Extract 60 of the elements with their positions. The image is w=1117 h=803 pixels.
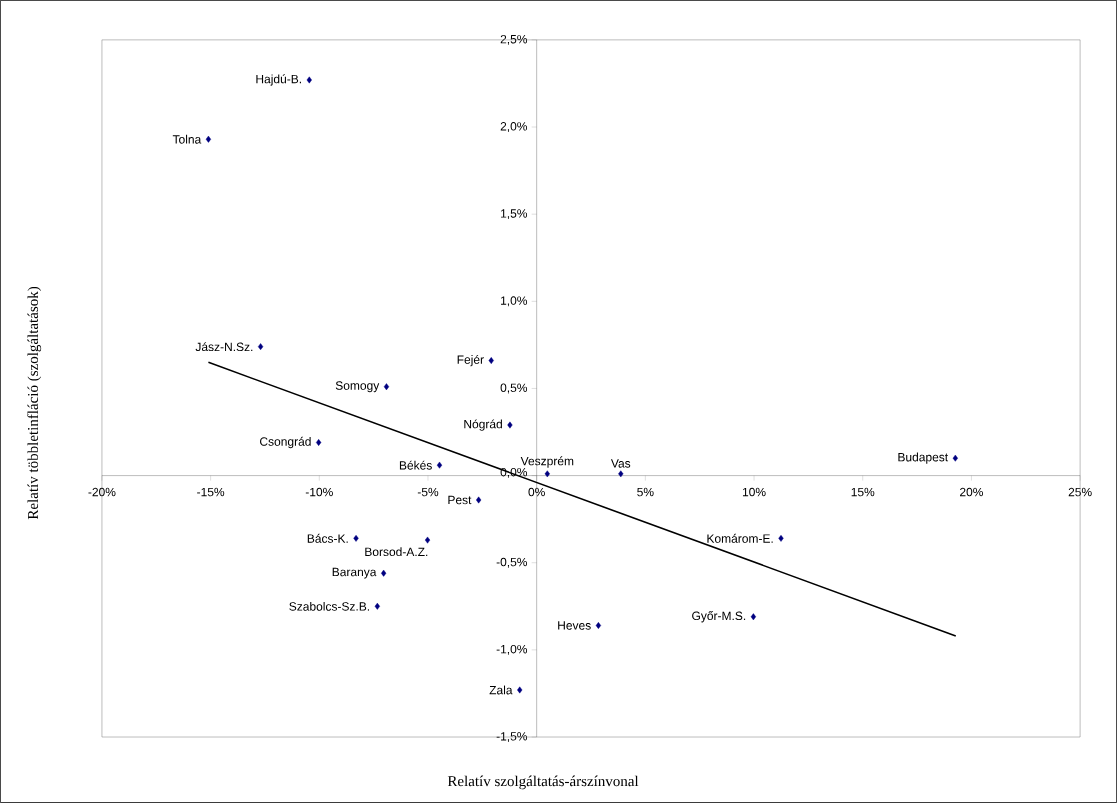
point xyxy=(750,613,756,621)
annotation: Baranya xyxy=(332,567,377,579)
annotation: Győr-M.S. xyxy=(692,611,746,623)
x-tick-label: -10% xyxy=(305,487,333,497)
annotation: Somogy xyxy=(335,381,380,393)
annotation: Zala xyxy=(489,685,513,695)
y-tick-label: 2,0% xyxy=(500,122,528,133)
x-axis-title: Relatív szolgáltatás-árszínvonal xyxy=(447,775,639,790)
x-tick-label: 25% xyxy=(1068,487,1092,497)
annotation: Budapest xyxy=(898,452,949,464)
y-axis-title: Relatív többletinfláció (szolgáltatások) xyxy=(27,286,42,520)
annotation: Csongrád xyxy=(260,436,311,449)
x-tick-label: 15% xyxy=(851,487,875,497)
annotation: Vas xyxy=(610,459,631,468)
y-tick-label: -0,5% xyxy=(496,557,528,568)
point xyxy=(381,569,387,577)
annotation: Pest xyxy=(448,495,472,505)
x-tick-label: 10% xyxy=(742,487,766,497)
annotation: Komárom-E. xyxy=(707,533,773,543)
point xyxy=(424,536,431,544)
point xyxy=(544,470,550,478)
annotation: Veszprém xyxy=(520,456,574,468)
annotation: Hajdú-B. xyxy=(256,74,301,86)
y-tick-label: -1,0% xyxy=(496,644,528,655)
point xyxy=(507,421,513,429)
point xyxy=(436,461,443,469)
y-tick-label: 1,5% xyxy=(501,209,528,220)
point xyxy=(778,534,784,542)
annotation: Tolna xyxy=(172,134,202,144)
point xyxy=(353,534,359,542)
point xyxy=(374,602,380,610)
point xyxy=(952,454,958,462)
point xyxy=(595,622,602,629)
annotation: Békés xyxy=(399,460,432,470)
point xyxy=(517,686,523,694)
annotation: Jász-N.Sz. xyxy=(195,342,253,352)
point xyxy=(316,439,322,446)
point xyxy=(205,135,212,143)
annotation: Nógrád xyxy=(464,419,502,431)
y-tick-label: 1,0% xyxy=(501,296,528,307)
annotation: Szabolcs-Sz.B. xyxy=(289,601,370,611)
point xyxy=(618,470,624,478)
y-tick-label: -1,5% xyxy=(496,732,528,742)
y-tick-label: 0,5% xyxy=(500,383,528,394)
x-tick-label: -20% xyxy=(88,487,116,497)
annotation: Borsod-A.Z. xyxy=(365,547,428,557)
x-tick-label: 0% xyxy=(528,487,545,497)
x-tick-label: 20% xyxy=(960,487,984,497)
annotation: Heves xyxy=(558,621,591,630)
x-tick-label: -5% xyxy=(417,487,439,497)
point xyxy=(383,383,390,391)
point xyxy=(476,496,482,504)
annotation: Fejér xyxy=(457,354,484,367)
point xyxy=(488,357,494,365)
annotation: Bács-K. xyxy=(307,533,348,543)
point xyxy=(306,76,312,84)
x-tick-label: 5% xyxy=(637,487,654,497)
x-tick-label: -15% xyxy=(197,487,225,497)
point xyxy=(258,343,264,351)
y-tick-label: 2,5% xyxy=(500,34,528,45)
